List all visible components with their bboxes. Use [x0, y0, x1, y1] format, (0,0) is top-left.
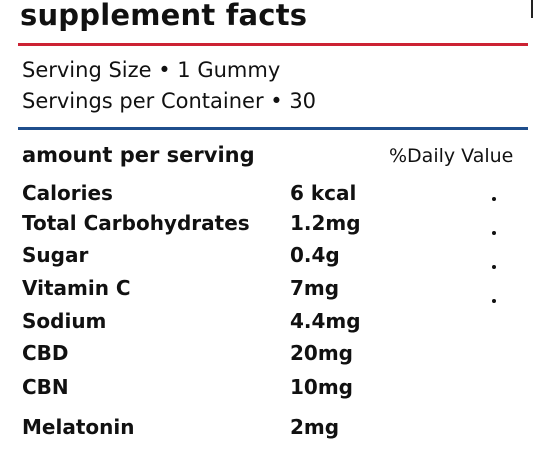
nutrient-amount: 0.4g — [290, 243, 340, 267]
red-divider — [18, 43, 528, 46]
blue-divider — [18, 127, 528, 130]
nutrient-amount: 20mg — [290, 341, 353, 365]
nutrient-name: CBN — [22, 375, 69, 399]
nutrient-name: CBD — [22, 341, 69, 365]
amount-per-serving-heading: amount per serving — [22, 143, 255, 167]
nutrient-amount: 10mg — [290, 375, 353, 399]
nutrient-amount: 2mg — [290, 415, 340, 439]
daily-value-heading: %Daily Value — [389, 145, 514, 167]
nutrient-name: Vitamin C — [22, 276, 131, 300]
nutrient-name: Total Carbohydrates — [22, 211, 250, 235]
nutrient-amount: 1.2mg — [290, 211, 361, 235]
nutrient-name: Sugar — [22, 243, 89, 267]
serving-size: Serving Size • 1 Gummy — [22, 58, 281, 82]
daily-value-dot — [492, 299, 496, 303]
nutrient-amount: 6 kcal — [290, 181, 357, 205]
nutrient-name: Calories — [22, 181, 113, 205]
daily-value-dot — [492, 197, 496, 201]
panel-title: supplement facts — [20, 0, 308, 32]
daily-value-dot — [492, 265, 496, 269]
nutrient-name: Sodium — [22, 309, 107, 333]
daily-value-dot — [492, 231, 496, 235]
servings-per-container: Servings per Container • 30 — [22, 89, 317, 113]
nutrient-amount: 4.4mg — [290, 309, 361, 333]
nutrient-amount: 7mg — [290, 276, 340, 300]
nutrient-name: Melatonin — [22, 415, 135, 439]
edge-line — [531, 0, 533, 18]
